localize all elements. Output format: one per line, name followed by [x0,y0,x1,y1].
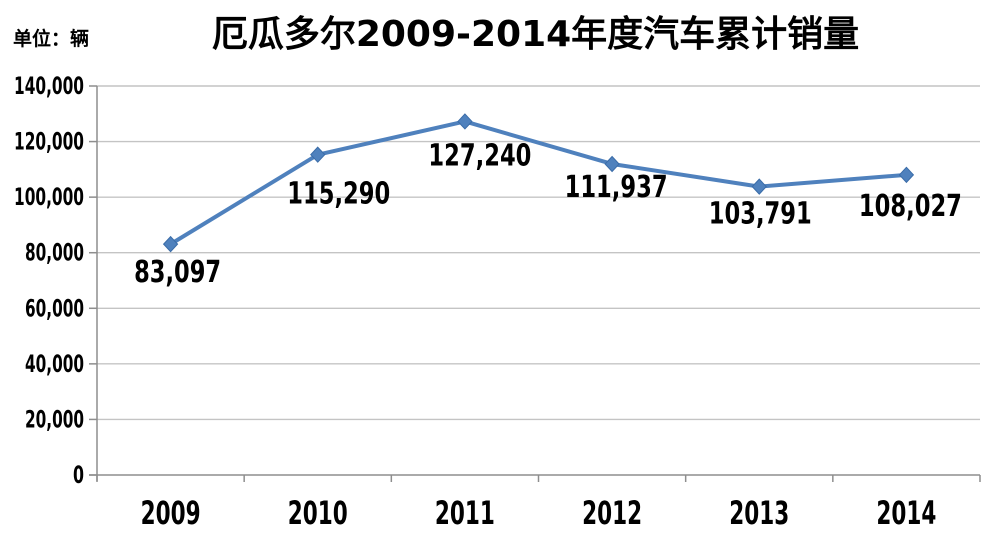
y-tick-label: 40,000 [25,350,84,378]
data-point-label: 111,937 [565,170,668,205]
series-line [168,119,909,247]
data-point-marker [751,178,767,195]
data-point-marker [604,155,620,173]
data-point-marker [457,113,473,130]
data-point-label: 115,290 [287,177,390,212]
x-tick-label: 2012 [582,494,642,532]
data-point-label: 83,097 [134,255,221,290]
y-tick-label: 100,000 [14,183,84,211]
data-point-label: 103,791 [709,197,812,232]
y-tick-label: 60,000 [25,294,84,322]
y-tick-label: 80,000 [25,239,84,267]
x-tick-label: 2010 [288,494,348,532]
data-point-marker [310,146,326,163]
y-tick-label: 140,000 [14,72,84,100]
x-tick-label: 2014 [876,494,936,532]
chart-title: 厄瓜多尔2009-2014年度汽车累计销量 [211,14,860,55]
x-tick-label: 2013 [729,494,789,532]
x-tick-label: 2011 [435,494,495,532]
x-tick-label: 2009 [141,494,201,532]
y-tick-label: 0 [73,461,84,489]
y-tick-label: 120,000 [14,128,84,156]
data-point-label: 127,240 [428,138,531,173]
unit-label: 单位：辆 [13,28,90,50]
data-point-marker [162,235,179,253]
data-point-label: 108,027 [859,189,962,224]
data-point-marker [898,166,915,184]
y-tick-label: 20,000 [25,405,84,433]
